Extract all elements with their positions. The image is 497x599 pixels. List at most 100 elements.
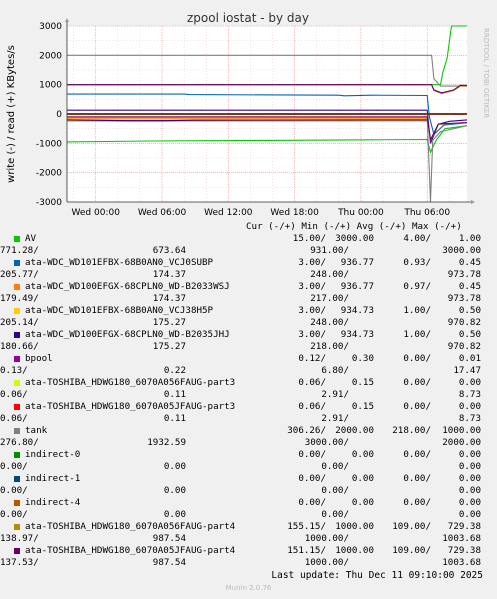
legend-min: 934.73 xyxy=(340,305,374,316)
legend-read-max: 3000.00 xyxy=(442,245,481,256)
y-tick-label: -3000 xyxy=(36,198,62,208)
series-line-write xyxy=(66,119,428,122)
legend-row: AV 15.00/3000.00 4.00/1.00 771.28/673.64 931… xyxy=(0,233,497,257)
legend-row: ata-WDC_WD101EFBX-68B0AN0_VCJ0SUBP 3.00/9… xyxy=(0,257,497,281)
legend-cur: 0.00/ xyxy=(298,497,326,508)
legend-row: ata-WDC_WD100EFGX-68CPLN0_WD-B2033WSJ 3.0… xyxy=(0,281,497,305)
y-axis-label: write (-) / read (+) KBytes/s xyxy=(6,45,17,183)
legend-avg: 109.00/ xyxy=(392,521,431,532)
legend-swatch xyxy=(14,500,20,506)
legend-swatch xyxy=(14,524,20,530)
legend-read-min: 218.00/ xyxy=(310,341,349,352)
legend-min: 1000.00 xyxy=(335,545,374,556)
legend-min: 2000.00 xyxy=(335,425,374,436)
legend-name: ata-WDC_WD101EFBX-68B0AN0_VCJ0SUBP xyxy=(25,257,214,268)
legend-row: ata-WDC_WD101EFBX-68B0AN0_VCJ38H5P 3.00/9… xyxy=(0,305,497,329)
legend-avg: 0.00/ xyxy=(403,353,431,364)
legend-min: 3000.00 xyxy=(335,233,374,244)
legend-avg: 109.00/ xyxy=(392,545,431,556)
legend-read-min: 248.00/ xyxy=(310,317,349,328)
legend-swatch xyxy=(14,404,20,410)
legend-read-cur: 205.77/ xyxy=(0,269,39,280)
legend-read-avg: 987.54 xyxy=(152,533,186,544)
legend-avg: 218.00/ xyxy=(392,425,431,436)
legend-row: indirect-1 0.00/0.00 0.00/0.00 0.00/0.00 0.0… xyxy=(0,473,497,497)
legend-name: AV xyxy=(25,233,37,244)
x-tick-label: Thu 06:00 xyxy=(403,208,450,218)
legend-read-cur: 0.00/ xyxy=(0,485,28,496)
legend-min: 0.00 xyxy=(351,473,374,484)
legend-read-cur: 0.06/ xyxy=(0,389,28,400)
x-tick-label: Wed 06:00 xyxy=(138,208,187,218)
legend-avg: 0.93/ xyxy=(403,257,431,268)
legend-max: 0.00 xyxy=(458,449,481,460)
legend-read-avg: 174.37 xyxy=(152,293,186,304)
legend-row: ata-TOSHIBA_HDWG180_6070A056FAUG-part4 15… xyxy=(0,521,497,545)
legend-avg: 4.00/ xyxy=(403,233,431,244)
legend-max: 0.01 xyxy=(458,353,481,364)
legend-read-min: 3000.00/ xyxy=(304,437,349,448)
legend-read-min: 0.00/ xyxy=(321,509,349,520)
legend-read-max: 970.82 xyxy=(447,317,481,328)
legend-name: indirect-1 xyxy=(25,473,81,484)
legend-row: ata-TOSHIBA_HDWG180_6070A05JFAUG-part3 0.… xyxy=(0,401,497,425)
legend-read-min: 1000.00/ xyxy=(304,533,349,544)
legend-swatch xyxy=(14,452,20,458)
legend-name: indirect-0 xyxy=(25,449,81,460)
legend-avg: 0.00/ xyxy=(403,449,431,460)
legend-max: 0.00 xyxy=(458,497,481,508)
y-tick-label: 0 xyxy=(56,110,62,120)
series-line-read xyxy=(67,109,468,144)
chart: -3000 -2000 -1000 0 1000 2000 3000 Wed 00:00 Wed… xyxy=(6,11,490,218)
legend-read-min: 2.91/ xyxy=(321,413,349,424)
legend-read-avg: 175.27 xyxy=(152,341,186,352)
legend-cur: 0.06/ xyxy=(298,377,326,388)
legend-name: ata-TOSHIBA_HDWG180_6070A056FAUG-part3 xyxy=(25,377,236,388)
legend-swatch xyxy=(14,260,20,266)
legend-swatch xyxy=(14,548,20,554)
legend-min: 934.73 xyxy=(340,329,374,340)
legend-max: 729.38 xyxy=(447,545,481,556)
legend-read-avg: 987.54 xyxy=(152,557,186,568)
rrdtool-watermark: RRDTOOL / TOBI OETIKER xyxy=(482,28,490,118)
legend-swatch xyxy=(14,476,20,482)
y-tick-label: -1000 xyxy=(36,139,62,149)
legend-swatch xyxy=(14,380,20,386)
legend-max: 1000.00 xyxy=(442,425,481,436)
legend-cur: 3.00/ xyxy=(298,329,326,340)
legend-cur: 3.00/ xyxy=(298,257,326,268)
legend-min: 0.15 xyxy=(351,377,374,388)
legend-name: ata-WDC_WD101EFBX-68B0AN0_VCJ38H5P xyxy=(25,305,214,316)
legend-cur: 15.00/ xyxy=(292,233,326,244)
legend-read-cur: 205.14/ xyxy=(0,317,39,328)
x-tick-label: Wed 00:00 xyxy=(72,208,121,218)
legend-name: ata-TOSHIBA_HDWG180_6070A056FAUG-part4 xyxy=(25,521,236,532)
x-tick-label: Wed 12:00 xyxy=(204,208,253,218)
legend-read-min: 2.91/ xyxy=(321,389,349,400)
legend-name: ata-TOSHIBA_HDWG180_6070A05JFAUG-part4 xyxy=(25,545,236,556)
y-tick-label: -2000 xyxy=(36,169,62,179)
legend-read-cur: 138.97/ xyxy=(0,533,39,544)
legend-min: 0.30 xyxy=(351,353,374,364)
legend-name: tank xyxy=(25,425,48,436)
x-tick-label: Thu 00:00 xyxy=(337,208,384,218)
last-update: Last update: Thu Dec 11 09:10:00 2025 xyxy=(271,570,483,581)
y-tick-label: 1000 xyxy=(39,81,62,91)
legend-name: bpool xyxy=(25,353,53,364)
legend-read-avg: 175.27 xyxy=(152,317,186,328)
legend-read-max: 8.73 xyxy=(458,389,481,400)
legend-swatch xyxy=(14,236,20,242)
legend-min: 1000.00 xyxy=(335,521,374,532)
series-line-write xyxy=(67,116,468,142)
legend-read-min: 6.80/ xyxy=(321,365,349,376)
legend-read-cur: 771.28/ xyxy=(0,245,39,256)
legend-read-avg: 673.64 xyxy=(152,245,186,256)
legend-read-max: 0.00 xyxy=(458,461,481,472)
legend-avg: 1.00/ xyxy=(403,329,431,340)
legend-min: 936.77 xyxy=(340,257,374,268)
legend-max: 0.50 xyxy=(458,305,481,316)
y-axis-arrow xyxy=(65,18,69,22)
legend-read-max: 1003.68 xyxy=(442,557,481,568)
legend-read-avg: 0.11 xyxy=(163,389,186,400)
legend-min: 0.15 xyxy=(351,401,374,412)
